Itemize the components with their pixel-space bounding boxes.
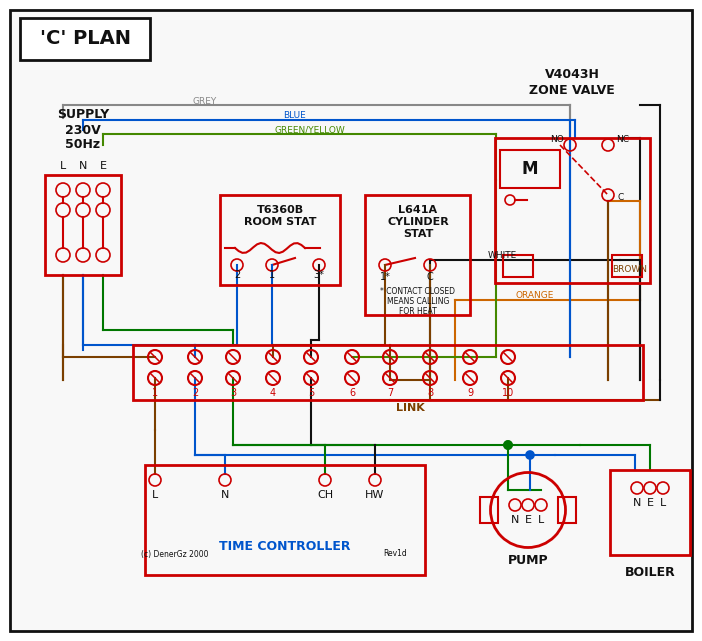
Text: L: L: [152, 490, 158, 500]
Text: WHITE: WHITE: [488, 251, 517, 260]
Text: 3: 3: [230, 388, 236, 398]
Text: C: C: [427, 272, 433, 282]
Bar: [612, 255, 642, 277]
Text: 6: 6: [349, 388, 355, 398]
Text: Rev1d: Rev1d: [383, 549, 407, 558]
Text: M: M: [522, 160, 538, 178]
Text: N: N: [79, 161, 87, 171]
Text: L: L: [60, 161, 66, 171]
Text: ZONE VALVE: ZONE VALVE: [529, 83, 615, 97]
Text: * CONTACT CLOSED: * CONTACT CLOSED: [380, 288, 456, 297]
Text: N: N: [221, 490, 229, 500]
Bar: [20, 18, 150, 60]
Text: (c) DenerGz 2000: (c) DenerGz 2000: [141, 549, 208, 558]
Bar: [558, 497, 576, 523]
Text: 9: 9: [467, 388, 473, 398]
Text: CYLINDER: CYLINDER: [387, 217, 449, 227]
Bar: [220, 195, 340, 285]
Text: 2: 2: [234, 270, 240, 280]
Text: 5: 5: [308, 388, 314, 398]
Text: V4043H: V4043H: [545, 69, 600, 81]
Text: STAT: STAT: [403, 229, 433, 239]
Text: 10: 10: [502, 388, 514, 398]
Text: T6360B: T6360B: [256, 205, 303, 215]
Text: E: E: [100, 161, 107, 171]
Circle shape: [504, 441, 512, 449]
Bar: [503, 255, 533, 277]
Bar: [495, 138, 650, 283]
Circle shape: [504, 441, 512, 449]
Text: HW: HW: [365, 490, 385, 500]
Bar: [500, 150, 560, 188]
Text: N: N: [511, 515, 519, 525]
Text: 7: 7: [387, 388, 393, 398]
Text: ROOM STAT: ROOM STAT: [244, 217, 316, 227]
Text: SUPPLY: SUPPLY: [57, 108, 109, 122]
Text: 'C' PLAN: 'C' PLAN: [39, 29, 131, 49]
Text: ORANGE: ORANGE: [516, 290, 554, 299]
Text: BOILER: BOILER: [625, 567, 675, 579]
Bar: [610, 470, 690, 555]
Bar: [45, 175, 121, 275]
Text: 1: 1: [152, 388, 158, 398]
Text: TIME CONTROLLER: TIME CONTROLLER: [219, 540, 351, 553]
Text: GREEN/YELLOW: GREEN/YELLOW: [274, 126, 345, 135]
Text: L: L: [660, 498, 666, 508]
Bar: [365, 195, 470, 315]
Text: 4: 4: [270, 388, 276, 398]
Text: 8: 8: [427, 388, 433, 398]
Text: C: C: [617, 194, 623, 203]
Text: L641A: L641A: [399, 205, 437, 215]
Text: 230V: 230V: [65, 124, 101, 137]
Text: LINK: LINK: [396, 403, 425, 413]
Text: N: N: [633, 498, 641, 508]
Text: L: L: [538, 515, 544, 525]
Text: 2: 2: [192, 388, 198, 398]
Text: BLUE: BLUE: [284, 112, 306, 121]
Text: PUMP: PUMP: [508, 553, 548, 567]
Bar: [133, 345, 643, 400]
Bar: [480, 497, 498, 523]
Circle shape: [526, 451, 534, 459]
Text: NO: NO: [550, 135, 564, 144]
Text: NC: NC: [616, 135, 629, 144]
Text: E: E: [524, 515, 531, 525]
Text: MEANS CALLING: MEANS CALLING: [387, 297, 449, 306]
Text: 1: 1: [269, 270, 275, 280]
Text: E: E: [647, 498, 654, 508]
Text: CH: CH: [317, 490, 333, 500]
Text: FOR HEAT: FOR HEAT: [399, 308, 437, 317]
Bar: [145, 465, 425, 575]
Text: 1*: 1*: [380, 272, 390, 282]
Text: BROWN: BROWN: [612, 265, 647, 274]
Text: GREY: GREY: [193, 97, 217, 106]
Text: 3*: 3*: [314, 270, 324, 280]
Text: 50Hz: 50Hz: [65, 138, 100, 151]
